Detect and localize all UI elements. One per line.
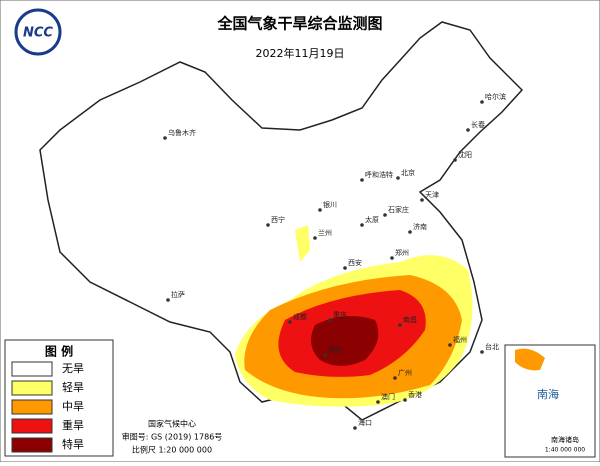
city-dot (420, 198, 424, 202)
city-label: 福州 (453, 335, 467, 344)
city-dot (480, 100, 484, 104)
city-label: 广州 (398, 368, 412, 377)
city-label: 长春 (471, 120, 485, 129)
legend-swatch (11, 437, 53, 453)
map-date: 2022年11月19日 (256, 46, 345, 60)
logo-ring (14, 8, 62, 56)
city-label: 香港 (408, 390, 422, 399)
inset-scale: 1:40 000 000 (545, 447, 585, 454)
city-label: 兰州 (318, 228, 332, 237)
city-label: 北京 (401, 168, 415, 177)
city-dot (313, 236, 317, 240)
city-label: 西宁 (271, 215, 285, 224)
city-dot (318, 208, 322, 212)
city-dot (393, 376, 397, 380)
city-label: 成都 (293, 312, 307, 321)
legend-label: 中旱 (62, 400, 84, 413)
city-dot (266, 223, 270, 227)
city-dot (466, 128, 470, 132)
credit-line: 比例尺 1:20 000 000 (132, 445, 212, 455)
credit-line: 国家气候中心 (148, 419, 196, 429)
legend-title: 图 例 (45, 344, 73, 359)
city-label: 太原 (365, 215, 379, 224)
city-label: 贵阳 (328, 345, 342, 354)
city-label: 石家庄 (388, 205, 409, 214)
city-label: 郑州 (395, 249, 409, 257)
inset-islands: 南海诸岛 (551, 435, 579, 444)
city-label: 南昌 (403, 315, 417, 324)
inset-drought (515, 348, 545, 371)
credit-line: 审图号: GS (2019) 1786号 (122, 432, 223, 442)
city-label: 呼和浩特 (365, 170, 393, 179)
city-dot (328, 318, 332, 322)
city-label: 海口 (358, 418, 372, 427)
city-dot (166, 298, 170, 302)
logo-text: NCC (23, 26, 53, 41)
city-dot (396, 176, 400, 180)
city-dot (390, 256, 394, 260)
drought-extreme (311, 316, 379, 366)
drought-light-north (295, 225, 310, 262)
city-label: 哈尔滨 (485, 92, 506, 101)
city-dot (398, 323, 402, 327)
city-dot (408, 230, 412, 234)
city-dot (403, 398, 407, 402)
city-label: 重庆 (333, 310, 347, 319)
city-label: 西安 (348, 258, 362, 267)
legend-label: 轻旱 (62, 380, 84, 394)
legend-label: 重旱 (62, 418, 84, 432)
city-label: 拉萨 (171, 290, 185, 299)
legend-swatch (11, 380, 53, 396)
city-dot (163, 136, 167, 140)
city-dot (353, 426, 357, 430)
city-dot (323, 353, 327, 357)
city-dot (288, 320, 292, 324)
city-dot (480, 350, 484, 354)
city-dot (448, 343, 452, 347)
legend-label: 特旱 (62, 437, 84, 451)
city-dot (383, 213, 387, 217)
city-label: 天津 (425, 191, 439, 199)
city-dot (360, 178, 364, 182)
legend-swatch (11, 418, 53, 434)
city-label: 银川 (323, 200, 337, 209)
legend-swatch (11, 361, 53, 377)
legend-label: 无旱 (62, 362, 84, 375)
legend-box (4, 339, 114, 457)
city-dot (343, 266, 347, 270)
city-label: 乌鲁木齐 (168, 128, 196, 137)
city-dot (376, 400, 380, 404)
inset-sea: 南海 (537, 387, 559, 401)
city-dot (453, 158, 457, 162)
city-label: 济南 (413, 222, 427, 231)
city-label: 沈阳 (458, 150, 472, 159)
legend-swatch (11, 399, 53, 415)
city-label: 台北 (485, 342, 499, 351)
city-label: 澳门 (381, 392, 395, 401)
city-dot (360, 223, 364, 227)
map-title: 全国气象干旱综合监测图 (216, 15, 382, 33)
